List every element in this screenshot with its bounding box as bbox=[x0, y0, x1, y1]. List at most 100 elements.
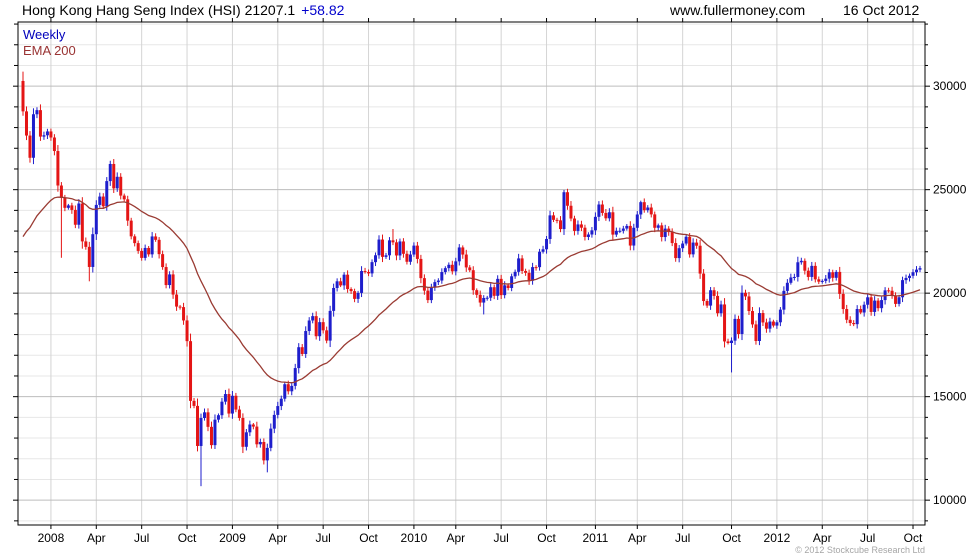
candle-down bbox=[764, 322, 768, 329]
x-axis-label: 2008 bbox=[38, 531, 65, 545]
x-axis-label: Jul bbox=[493, 531, 508, 545]
candle-up bbox=[639, 202, 643, 215]
candle-down bbox=[405, 253, 409, 262]
candle-up bbox=[730, 340, 734, 344]
x-axis-label: Jul bbox=[675, 531, 690, 545]
candle-up bbox=[377, 239, 381, 256]
candle-up bbox=[265, 447, 269, 461]
candle-up bbox=[855, 309, 859, 325]
candle-down bbox=[394, 242, 398, 256]
legend-ema-200: EMA 200 bbox=[23, 43, 76, 58]
legend-weekly: Weekly bbox=[23, 27, 66, 42]
candle-down bbox=[314, 316, 318, 337]
candle-down bbox=[890, 290, 894, 296]
candle-up bbox=[792, 276, 796, 278]
candle-down bbox=[24, 111, 28, 136]
candle-down bbox=[73, 209, 77, 225]
candle-up bbox=[66, 205, 70, 208]
candle-down bbox=[84, 241, 88, 247]
x-axis-label: Oct bbox=[904, 531, 923, 545]
candle-up bbox=[607, 212, 611, 219]
candle-down bbox=[743, 292, 747, 297]
candle-up bbox=[311, 316, 315, 321]
candle-down bbox=[506, 285, 510, 288]
candle-up bbox=[880, 300, 884, 309]
candle-down bbox=[527, 272, 531, 281]
candle-down bbox=[628, 225, 632, 246]
candle-down bbox=[140, 250, 144, 258]
candle-up bbox=[646, 207, 650, 211]
candle-down bbox=[869, 297, 873, 312]
candle-down bbox=[112, 163, 116, 189]
candle-down bbox=[363, 271, 367, 273]
candle-up bbox=[91, 234, 95, 267]
candle-down bbox=[164, 267, 168, 286]
candle-down bbox=[716, 295, 720, 314]
candle-up bbox=[283, 384, 287, 399]
candle-up bbox=[272, 414, 276, 429]
candle-up bbox=[290, 385, 294, 392]
y-axis-label: 20000 bbox=[933, 286, 967, 300]
candle-up bbox=[778, 309, 782, 323]
candle-up bbox=[541, 249, 545, 252]
candle-up bbox=[810, 265, 814, 277]
candle-down bbox=[136, 243, 140, 251]
candle-down bbox=[520, 258, 524, 271]
candle-down bbox=[750, 311, 754, 325]
candle-up bbox=[356, 292, 360, 299]
candle-down bbox=[726, 341, 730, 344]
candle-down bbox=[674, 243, 678, 259]
candle-up bbox=[199, 418, 203, 446]
candle-up bbox=[216, 415, 220, 420]
candle-up bbox=[279, 398, 283, 407]
candle-up bbox=[911, 272, 915, 276]
candle-down bbox=[845, 309, 849, 320]
candle-down bbox=[419, 258, 423, 279]
candle-up bbox=[510, 276, 514, 288]
candle-down bbox=[831, 272, 835, 278]
candle-up bbox=[590, 230, 594, 235]
candle-down bbox=[182, 307, 186, 321]
candle-down bbox=[723, 304, 727, 342]
candle-down bbox=[702, 273, 706, 302]
candle-up bbox=[517, 258, 521, 272]
candle-up bbox=[785, 282, 789, 291]
candle-down bbox=[642, 202, 646, 211]
candle-up bbox=[45, 131, 49, 136]
candle-up bbox=[820, 280, 824, 282]
candle-up bbox=[269, 428, 273, 448]
candle-up bbox=[276, 406, 280, 415]
candle-up bbox=[740, 292, 744, 335]
candle-up bbox=[908, 275, 912, 278]
candle-down bbox=[475, 290, 479, 295]
candle-down bbox=[806, 270, 810, 277]
x-axis-label: Apr bbox=[628, 531, 647, 545]
candle-up bbox=[447, 264, 451, 269]
candle-down bbox=[611, 212, 615, 235]
candle-down bbox=[803, 260, 807, 271]
candle-down bbox=[771, 321, 775, 326]
candle-down bbox=[887, 290, 891, 292]
candle-up bbox=[220, 401, 224, 416]
candle-down bbox=[209, 426, 213, 446]
candle-up bbox=[635, 214, 639, 228]
candle-down bbox=[653, 214, 657, 228]
candle-down bbox=[241, 417, 245, 447]
candle-down bbox=[178, 306, 182, 308]
candle-down bbox=[649, 207, 653, 215]
candle-up bbox=[862, 304, 866, 313]
candle-up bbox=[398, 241, 402, 256]
candle-up bbox=[768, 321, 772, 329]
candle-up bbox=[342, 274, 346, 286]
y-axis-label: 10000 bbox=[933, 493, 967, 507]
candle-up bbox=[782, 290, 786, 310]
candle-down bbox=[600, 204, 604, 213]
candle-up bbox=[202, 412, 206, 419]
candle-up bbox=[370, 262, 374, 274]
candle-down bbox=[171, 274, 175, 295]
candle-down bbox=[471, 270, 475, 291]
candle-up bbox=[440, 272, 444, 281]
candle-up bbox=[318, 322, 322, 337]
copyright-label: © 2012 Stockcube Research Ltd bbox=[795, 545, 925, 555]
candle-up bbox=[866, 297, 870, 305]
